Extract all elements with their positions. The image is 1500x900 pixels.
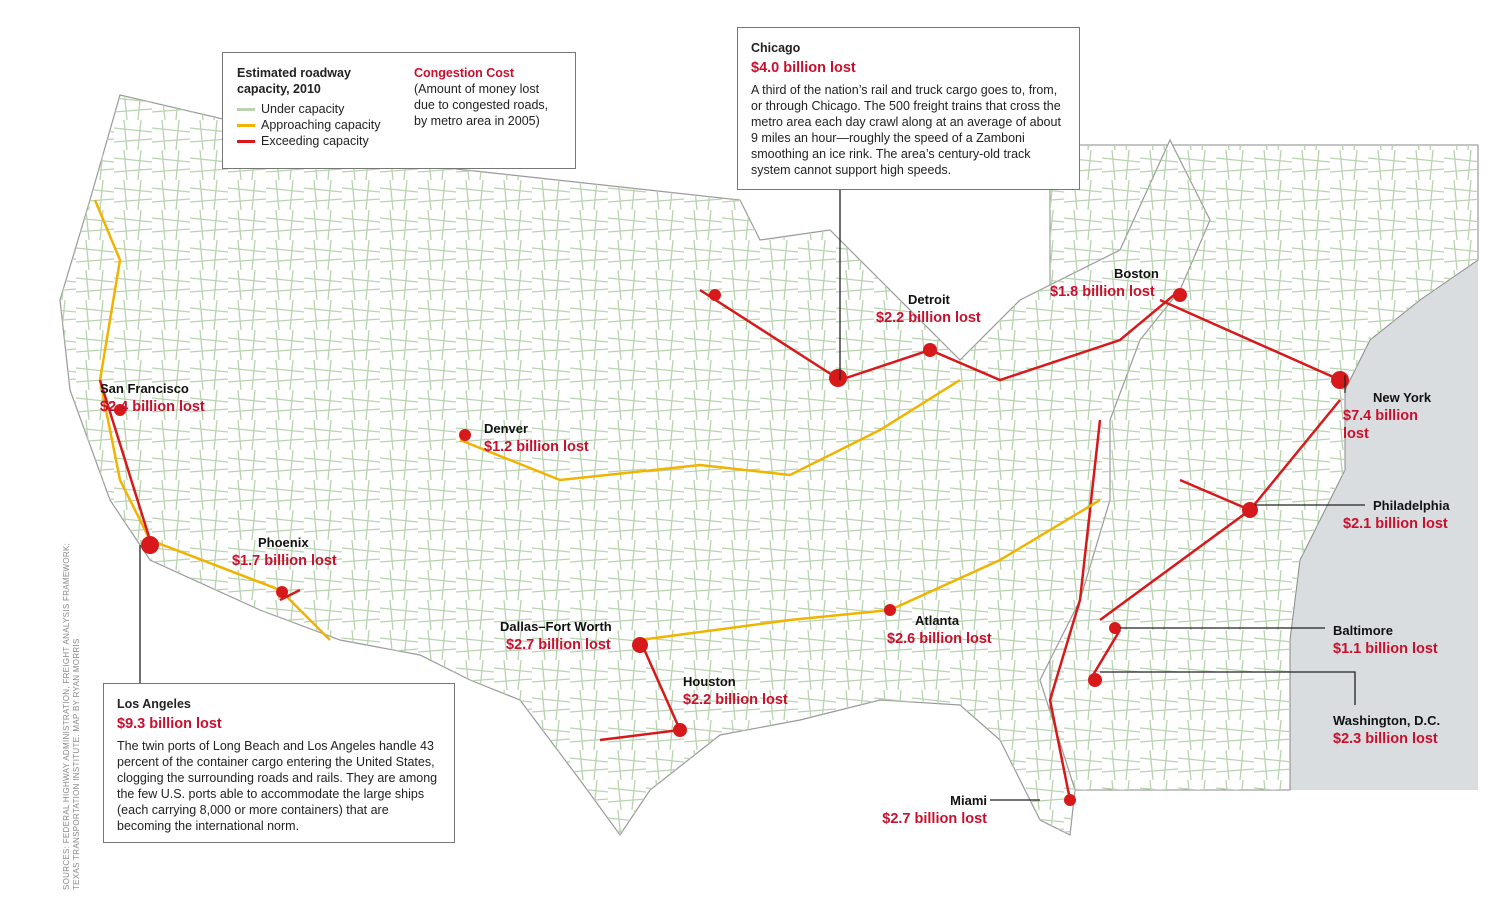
city-name: Washington, D.C. (1333, 713, 1441, 728)
city-name: Houston (683, 674, 736, 689)
road-network (60, 95, 1210, 835)
city-label: San Francisco $2.4 billion lost (100, 380, 205, 416)
legend-title: Estimated roadway capacity, 2010 (237, 66, 351, 96)
city-name: Miami (950, 793, 987, 808)
city-name: Denver (484, 421, 529, 436)
capacity-legend: Estimated roadway capacity, 2010 Under c… (237, 65, 384, 156)
city-cost: $2.7 billion lost (882, 811, 987, 827)
callout-cost: $4.0 billion lost (751, 60, 856, 76)
city-name: Atlanta (915, 613, 960, 628)
legend-item: Exceeding capacity (237, 133, 384, 149)
city-label: Detroit $2.2 billion lost (876, 291, 981, 327)
city-cost: $2.4 billion lost (100, 399, 205, 415)
chicago-callout: Chicago $4.0 billion lost A third of the… (737, 27, 1080, 190)
city-label: Phoenix $1.7 billion lost (232, 534, 337, 570)
legend-item: Approaching capacity (237, 117, 384, 133)
city-cost: $2.3 billion lost (1333, 731, 1438, 747)
city-cost: $2.2 billion lost (683, 692, 788, 708)
city-label: Washington, D.C. $2.3 billion lost (1333, 712, 1440, 748)
city-cost: $2.1 billion lost (1343, 516, 1448, 532)
city-cost: $1.7 billion lost (232, 553, 337, 569)
metro-hotspots (114, 288, 1349, 806)
city-name: New York (1373, 390, 1432, 405)
city-label: Boston $1.8 billion lost (1050, 265, 1159, 301)
city-cost: $1.2 billion lost (484, 439, 589, 455)
city-cost: $1.8 billion lost (1050, 284, 1155, 300)
city-label: Denver $1.2 billion lost (484, 420, 589, 456)
city-cost: $2.7 billion lost (506, 637, 611, 653)
city-name: San Francisco (100, 381, 189, 396)
la-callout: Los Angeles $9.3 billion lost The twin p… (103, 683, 455, 843)
city-name: Philadelphia (1373, 498, 1450, 513)
source-note: SOURCES: FEDERAL HIGHWAY ADMINISTRATION,… (62, 542, 81, 890)
city-label: Houston $2.2 billion lost (683, 673, 788, 709)
city-label: Miami $2.7 billion lost (870, 792, 987, 828)
city-name: Detroit (908, 292, 950, 307)
city-name: Dallas–Fort Worth (500, 619, 612, 634)
legend-item: Under capacity (237, 101, 384, 117)
cost-note: (Amount of money lost due to congested r… (414, 82, 549, 128)
city-name: Baltimore (1333, 623, 1393, 638)
city-label: Philadelphia $2.1 billion lost (1343, 497, 1453, 533)
city-cost: $2.2 billion lost (876, 310, 981, 326)
city-label: Baltimore $1.1 billion lost (1333, 622, 1438, 658)
city-cost: $7.4 billion lost (1343, 408, 1418, 442)
city-name: Phoenix (258, 535, 309, 550)
city-label: Atlanta $2.6 billion lost (887, 612, 992, 648)
callout-text: The twin ports of Long Beach and Los Ang… (117, 739, 438, 833)
callout-text: A third of the nation’s rail and truck c… (751, 83, 1061, 177)
legend-label: Approaching capacity (261, 118, 381, 132)
callout-city: Chicago (751, 41, 801, 55)
city-cost: $2.6 billion lost (887, 631, 992, 647)
callout-cost: $9.3 billion lost (117, 716, 222, 732)
cost-legend: Congestion Cost (Amount of money lost du… (414, 65, 561, 156)
legend-label: Exceeding capacity (261, 134, 369, 148)
legend-label: Under capacity (261, 102, 345, 116)
callout-city: Los Angeles (117, 697, 191, 711)
city-label: New York $7.4 billion lost (1343, 389, 1443, 443)
cost-title: Congestion Cost (414, 66, 514, 80)
city-label: Dallas–Fort Worth $2.7 billion lost (500, 618, 612, 654)
city-cost: $1.1 billion lost (1333, 641, 1438, 657)
leader-lines (139, 190, 1365, 801)
legend: Estimated roadway capacity, 2010 Under c… (222, 52, 576, 169)
city-name: Boston (1114, 266, 1159, 281)
